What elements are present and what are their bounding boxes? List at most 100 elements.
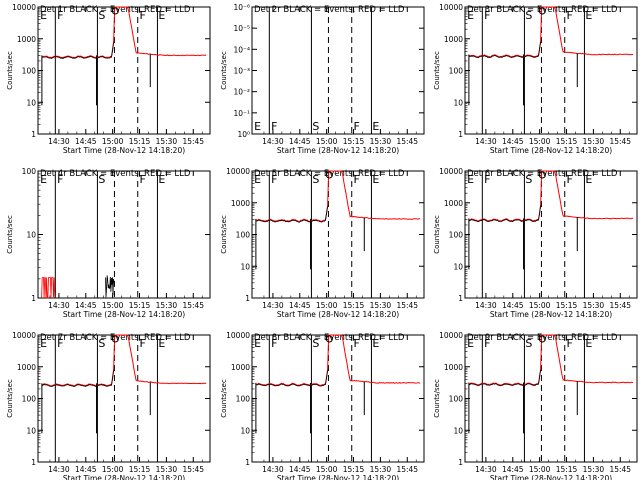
x-tick-label: 14:45 bbox=[289, 465, 311, 474]
region-label: E bbox=[585, 173, 592, 186]
y-tick-label: 10000 bbox=[226, 167, 250, 176]
peak-marker bbox=[111, 7, 119, 15]
region-label: F bbox=[484, 9, 490, 22]
region-label: F bbox=[140, 9, 146, 22]
region-label: F bbox=[567, 9, 573, 22]
x-tick-label: 15:30 bbox=[583, 465, 605, 474]
panel-title: Det 3r BLACK = Events, RED = LLD bbox=[467, 5, 618, 15]
peak-marker bbox=[111, 335, 119, 343]
x-tick-label: 14:45 bbox=[502, 301, 524, 310]
lld-series-line bbox=[468, 334, 634, 386]
peak-marker bbox=[538, 7, 546, 15]
x-tick-label: 14:30 bbox=[475, 137, 497, 146]
x-tick-label: 15:00 bbox=[316, 465, 338, 474]
y-tick-label: 100 bbox=[449, 231, 464, 240]
x-tick-label: 15:45 bbox=[182, 137, 204, 146]
lld-series-line bbox=[468, 170, 634, 222]
x-tick-label: 14:30 bbox=[48, 301, 70, 310]
events-series-line bbox=[105, 275, 115, 298]
y-tick-label: 10000 bbox=[12, 3, 36, 12]
region-label: E bbox=[372, 337, 379, 350]
y-tick-label: 10 bbox=[240, 262, 250, 271]
x-tick-label: 15:00 bbox=[529, 137, 551, 146]
lld-series-line bbox=[41, 334, 207, 387]
x-tick-label: 15:30 bbox=[156, 465, 178, 474]
x-tick-label: 15:30 bbox=[583, 301, 605, 310]
region-label: S bbox=[525, 9, 532, 22]
y-tick-label: 100 bbox=[449, 395, 464, 404]
y-axis-label: Counts/sec bbox=[6, 51, 14, 90]
x-tick-label: 14:30 bbox=[262, 137, 284, 146]
lld-series-line bbox=[255, 170, 421, 222]
x-tick-label: 15:45 bbox=[396, 301, 418, 310]
y-tick-label: 10⁻⁴ bbox=[233, 45, 250, 54]
events-series-line bbox=[468, 205, 541, 223]
x-tick-label: 15:30 bbox=[156, 137, 178, 146]
region-label: F bbox=[140, 173, 146, 186]
x-axis-label: Start Time (28-Nov-12 14:18:20) bbox=[490, 310, 612, 319]
x-axis-label: Start Time (28-Nov-12 14:18:20) bbox=[490, 474, 612, 480]
x-tick-label: 15:15 bbox=[343, 137, 365, 146]
panel-title: Det 1r BLACK = Events, RED = LLD bbox=[40, 5, 191, 15]
region-label: E bbox=[40, 9, 47, 22]
x-tick-label: 14:30 bbox=[475, 301, 497, 310]
y-tick-label: 10⁰ bbox=[237, 130, 250, 139]
region-label: S bbox=[525, 337, 532, 350]
x-tick-label: 14:30 bbox=[48, 465, 70, 474]
region-label: F bbox=[140, 337, 146, 350]
x-tick-label: 15:15 bbox=[129, 137, 151, 146]
y-tick-label: 1000 bbox=[444, 199, 463, 208]
y-tick-label: 100 bbox=[22, 67, 37, 76]
y-tick-label: 10 bbox=[453, 426, 463, 435]
y-tick-label: 1 bbox=[458, 294, 463, 303]
x-tick-label: 14:45 bbox=[75, 465, 97, 474]
y-tick-label: 1 bbox=[458, 130, 463, 139]
panel-title: Det 6r BLACK = Events, RED = LLD bbox=[467, 169, 618, 179]
lld-series-line bbox=[41, 6, 207, 59]
region-label: S bbox=[525, 173, 532, 186]
region-label: E bbox=[585, 9, 592, 22]
plot-frame bbox=[464, 170, 638, 299]
region-label: S bbox=[312, 337, 319, 350]
x-tick-label: 15:00 bbox=[316, 301, 338, 310]
y-tick-label: 10 bbox=[26, 98, 36, 107]
region-label: F bbox=[567, 173, 573, 186]
region-label: E bbox=[467, 173, 474, 186]
y-tick-label: 1000 bbox=[231, 199, 250, 208]
y-tick-label: 10 bbox=[240, 426, 250, 435]
y-axis-label: Counts/sec bbox=[433, 51, 441, 90]
region-label: F bbox=[567, 337, 573, 350]
x-axis-label: Start Time (28-Nov-12 14:18:20) bbox=[277, 474, 399, 480]
x-tick-label: 15:00 bbox=[529, 465, 551, 474]
x-tick-label: 15:15 bbox=[343, 301, 365, 310]
y-tick-label: 100 bbox=[449, 67, 464, 76]
region-label: E bbox=[158, 337, 165, 350]
y-tick-label: 1000 bbox=[17, 35, 36, 44]
panel-det-6: Det 6r BLACK = Events, RED = LLD 1 10 100 10… bbox=[433, 167, 638, 319]
region-label: S bbox=[312, 120, 319, 133]
y-tick-label: 10⁻⁵ bbox=[233, 24, 250, 33]
x-tick-label: 15:30 bbox=[370, 301, 392, 310]
region-label: F bbox=[57, 337, 63, 350]
lld-series-line bbox=[255, 334, 421, 386]
x-tick-label: 15:45 bbox=[609, 137, 631, 146]
region-label: F bbox=[57, 173, 63, 186]
x-tick-label: 14:45 bbox=[289, 301, 311, 310]
region-label: E bbox=[372, 173, 379, 186]
peak-marker bbox=[538, 335, 546, 343]
panel-det-7: Det 7r BLACK = Events, RED = LLD 1 10 100 10… bbox=[6, 331, 211, 483]
plot-frame bbox=[464, 334, 638, 463]
region-label: E bbox=[467, 337, 474, 350]
x-tick-label: 15:00 bbox=[102, 465, 124, 474]
panel-det-2: Det 2r BLACK = Events, RED = LLD 10⁰ 10⁻¹ 1… bbox=[220, 3, 425, 155]
y-tick-label: 10⁻¹ bbox=[233, 109, 250, 118]
x-tick-label: 15:15 bbox=[129, 465, 151, 474]
region-label: E bbox=[254, 173, 261, 186]
y-tick-label: 1000 bbox=[444, 35, 463, 44]
x-tick-label: 15:30 bbox=[156, 301, 178, 310]
region-label: F bbox=[271, 120, 277, 133]
region-label: E bbox=[372, 120, 379, 133]
panel-det-9: Det 9r BLACK = Events, RED = LLD 1 10 100 10… bbox=[433, 331, 638, 483]
panel-title: Det 9r BLACK = Events, RED = LLD bbox=[467, 333, 618, 343]
